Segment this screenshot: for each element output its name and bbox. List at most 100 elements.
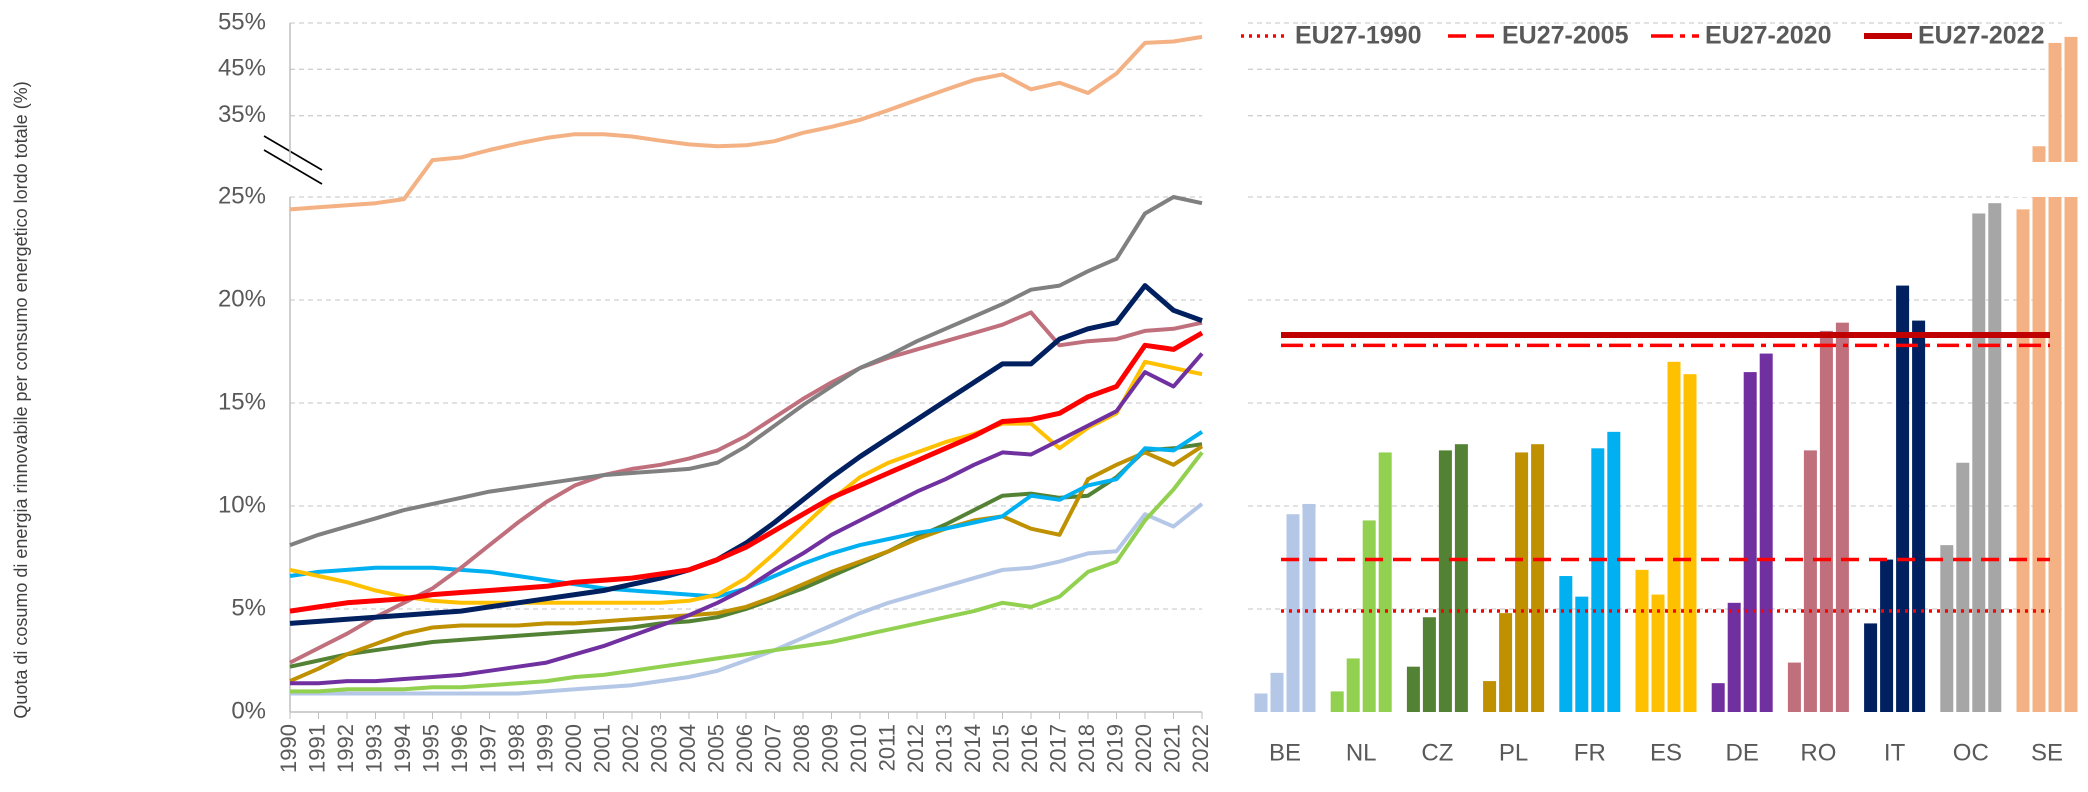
- bar: [1559, 576, 1573, 712]
- x-tick-label: FR: [1574, 739, 1606, 766]
- x-tick-label: 2003: [646, 724, 671, 773]
- bar: [1743, 372, 1757, 712]
- legend-label: EU27-2022: [1918, 22, 2044, 50]
- series-line: [289, 442, 1203, 669]
- bar: [1896, 285, 1910, 712]
- bar: [2016, 209, 2030, 713]
- bar: [1940, 545, 1954, 712]
- bar: [1651, 594, 1665, 712]
- bar: [1972, 213, 1986, 713]
- x-tick-label: 1996: [447, 724, 472, 773]
- x-tick-label: 1997: [475, 724, 500, 773]
- x-tick-label: 2019: [1102, 724, 1127, 773]
- bar: [1378, 452, 1392, 712]
- bar: [1727, 602, 1741, 712]
- x-tick-label: 1992: [333, 724, 358, 773]
- series-line: [289, 330, 1204, 614]
- y-tick-label: 25%: [218, 182, 266, 209]
- x-tick-label: 2014: [960, 724, 985, 773]
- series-line: [289, 310, 1203, 665]
- bar: [1835, 322, 1849, 712]
- x-tick-label: 2017: [1045, 724, 1070, 773]
- y-tick-label: 20%: [218, 285, 266, 312]
- bar: [1635, 569, 1649, 712]
- bar: [1667, 361, 1681, 712]
- bar: [1759, 353, 1773, 712]
- x-tick-label: PL: [1499, 739, 1528, 766]
- series-line: [290, 451, 1204, 694]
- legend-label: EU27-1990: [1295, 22, 1421, 50]
- x-tick-label: 2016: [1017, 724, 1042, 773]
- x-tick-label: 2000: [561, 724, 586, 773]
- x-tick-label: 2005: [703, 724, 728, 773]
- x-tick-label: 2010: [846, 724, 871, 773]
- bar: [1406, 666, 1420, 712]
- axis-break: [263, 135, 323, 185]
- bar: [1302, 503, 1316, 712]
- x-tick-label: 2018: [1074, 724, 1099, 773]
- bar: [1787, 662, 1801, 712]
- x-tick-label: 2004: [675, 724, 700, 773]
- bar: [1803, 450, 1817, 712]
- x-tick-label: 1995: [418, 724, 443, 773]
- break-mark: [263, 135, 323, 171]
- series-line: [289, 444, 1204, 683]
- bar: [2032, 146, 2046, 712]
- legend-label: EU27-2020: [1705, 22, 1831, 50]
- bar: [1912, 320, 1926, 712]
- bar: [1254, 693, 1268, 712]
- bar: [1515, 452, 1529, 712]
- bar: [1286, 514, 1300, 712]
- x-tick-label: IT: [1884, 739, 1906, 766]
- bar: [1270, 672, 1284, 712]
- x-tick-label: 2020: [1131, 724, 1156, 773]
- series-line: [289, 359, 1203, 605]
- y-tick-label: 0%: [231, 697, 266, 724]
- series-line: [290, 352, 1204, 686]
- y-tick-label: 10%: [218, 491, 266, 518]
- x-tick-label: 2001: [589, 724, 614, 773]
- x-tick-label: OC: [1953, 739, 1989, 766]
- y-tick-label: 45%: [218, 55, 266, 82]
- bar: [1575, 596, 1589, 712]
- x-tick-label: 2015: [988, 724, 1013, 773]
- x-tick-label: 1993: [361, 724, 386, 773]
- bar: [1956, 462, 1970, 712]
- bar: [1422, 617, 1436, 712]
- x-tick-label: 2006: [732, 724, 757, 773]
- x-tick-label: 1990: [276, 724, 301, 773]
- y-tick-label: 35%: [218, 101, 266, 128]
- bar: [1683, 374, 1697, 712]
- bar: [1711, 683, 1725, 712]
- x-tick-label: ES: [1650, 739, 1682, 766]
- x-tick-label: RO: [1800, 739, 1836, 766]
- x-tick-label: 2012: [903, 724, 928, 773]
- bar: [1330, 691, 1344, 712]
- x-tick-label: SE: [2031, 739, 2063, 766]
- y-tick-label: 55%: [218, 8, 266, 35]
- x-tick-label: 2013: [931, 724, 956, 773]
- x-tick-label: 2007: [760, 724, 785, 773]
- x-tick-label: 2011: [874, 724, 899, 771]
- bar: [1880, 559, 1894, 712]
- break-gap: [2013, 162, 2081, 197]
- bar: [2048, 42, 2062, 712]
- x-tick-label: DE: [1726, 739, 1759, 766]
- bar: [1819, 330, 1833, 712]
- bar: [1346, 658, 1360, 712]
- series-line: [289, 283, 1203, 626]
- bar: [1988, 203, 2002, 712]
- x-tick-label: 1994: [390, 724, 415, 773]
- break-mark: [263, 149, 323, 185]
- y-axis-label: Quota di cosumo di energia rinnovabile p…: [11, 81, 31, 718]
- series-line: [289, 430, 1204, 599]
- bar: [1483, 681, 1497, 712]
- bar: [1362, 520, 1376, 712]
- series-line: [290, 502, 1204, 696]
- x-tick-label: 2022: [1188, 724, 1213, 773]
- x-tick-label: 2008: [789, 724, 814, 773]
- bar: [1438, 450, 1452, 712]
- y-tick-label: 15%: [218, 388, 266, 415]
- y-tick-label: 5%: [231, 594, 266, 621]
- x-tick-label: NL: [1346, 739, 1377, 766]
